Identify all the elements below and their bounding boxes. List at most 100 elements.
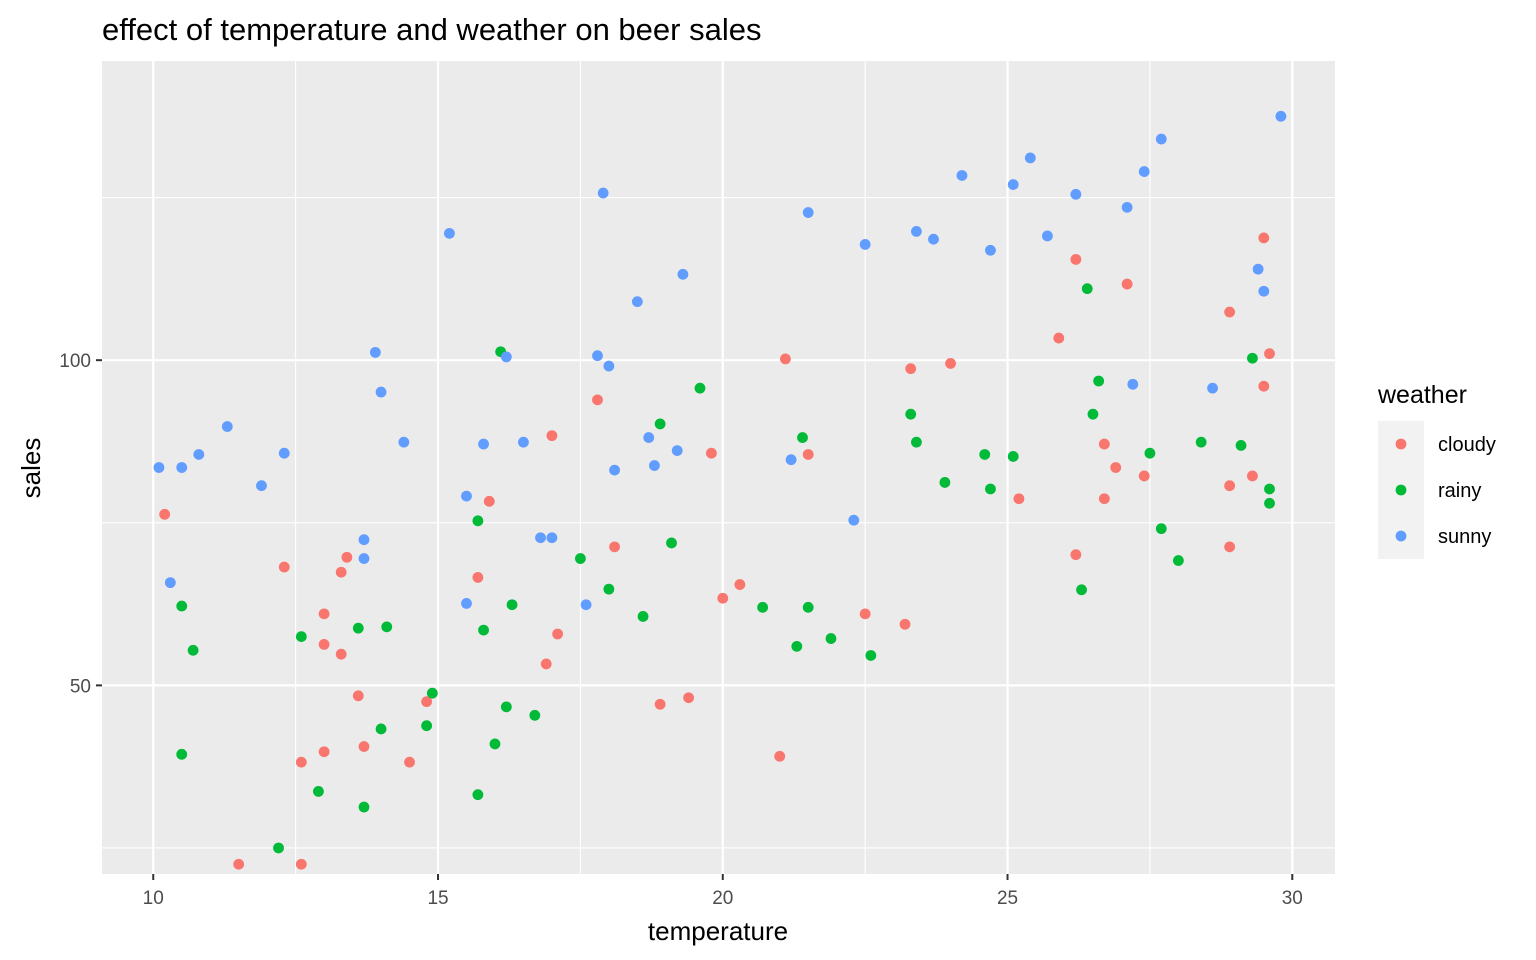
- minor-gridlines: [102, 61, 1335, 874]
- point-rainy: [472, 789, 484, 801]
- point-cloudy: [945, 358, 956, 369]
- point-sunny: [546, 532, 558, 544]
- point-cloudy: [1224, 306, 1236, 318]
- legend-title: weather: [1377, 381, 1467, 409]
- point-rainy: [654, 418, 666, 430]
- point-cloudy: [1110, 462, 1122, 473]
- point-sunny: [643, 432, 655, 443]
- point-cloudy: [654, 698, 666, 710]
- point-rainy: [1007, 451, 1019, 462]
- point-sunny: [597, 187, 609, 199]
- point-cloudy: [159, 508, 171, 520]
- legend-label-sunny: sunny: [1438, 526, 1491, 548]
- point-sunny: [535, 532, 546, 544]
- point-sunny: [603, 360, 615, 372]
- point-rainy: [1264, 483, 1275, 495]
- point-sunny: [358, 553, 370, 564]
- point-cloudy: [780, 353, 791, 365]
- point-cloudy: [1258, 232, 1270, 244]
- point-cloudy: [1138, 470, 1150, 482]
- point-sunny: [358, 534, 370, 546]
- point-cloudy: [1258, 380, 1270, 392]
- point-cloudy: [1264, 348, 1275, 360]
- point-rainy: [1093, 375, 1105, 387]
- point-sunny: [444, 227, 455, 239]
- point-sunny: [478, 438, 489, 450]
- point-rainy: [797, 432, 808, 443]
- point-rainy: [1172, 555, 1184, 566]
- point-sunny: [518, 436, 529, 448]
- point-sunny: [956, 170, 968, 181]
- point-rainy: [187, 644, 199, 656]
- legend-label-rainy: rainy: [1438, 480, 1481, 502]
- legend-keys: cloudy rainy sunny: [1378, 421, 1496, 559]
- point-sunny: [859, 239, 871, 250]
- point-cloudy: [1224, 541, 1236, 553]
- point-rainy: [273, 842, 284, 854]
- point-rainy: [939, 477, 951, 488]
- point-rainy: [529, 709, 541, 721]
- point-rainy: [905, 408, 917, 420]
- point-rainy: [358, 801, 370, 813]
- point-cloudy: [1013, 493, 1025, 505]
- point-cloudy: [774, 750, 786, 762]
- point-sunny: [164, 577, 176, 589]
- point-rainy: [1076, 584, 1087, 596]
- point-rainy: [666, 537, 677, 549]
- point-rainy: [500, 701, 512, 713]
- point-sunny: [461, 490, 472, 502]
- point-cloudy: [1053, 332, 1065, 344]
- point-rainy: [757, 601, 769, 613]
- point-sunny: [1024, 152, 1036, 164]
- point-cloudy: [859, 608, 871, 620]
- point-sunny: [500, 351, 512, 363]
- point-rainy: [1081, 283, 1093, 295]
- point-sunny: [677, 268, 689, 280]
- point-rainy: [1195, 436, 1207, 448]
- point-sunny: [153, 462, 165, 473]
- x-axis-title: temperature: [648, 916, 788, 946]
- point-sunny: [802, 207, 814, 218]
- point-sunny: [1252, 263, 1264, 275]
- point-rainy: [478, 624, 489, 636]
- point-cloudy: [592, 394, 603, 406]
- legend-swatch-rainy: [1395, 484, 1407, 496]
- point-cloudy: [552, 628, 564, 640]
- point-sunny: [911, 226, 922, 237]
- point-cloudy: [1070, 549, 1082, 561]
- point-rainy: [352, 622, 364, 634]
- point-cloudy: [609, 541, 620, 553]
- point-sunny: [256, 480, 267, 492]
- point-cloudy: [905, 363, 917, 375]
- point-sunny: [375, 386, 387, 398]
- point-cloudy: [734, 579, 746, 590]
- point-sunny: [649, 460, 660, 471]
- point-rainy: [603, 583, 615, 595]
- point-cloudy: [295, 756, 307, 768]
- x-tick-label: 30: [1282, 888, 1303, 909]
- point-rainy: [1247, 352, 1258, 364]
- point-cloudy: [1121, 278, 1133, 290]
- point-cloudy: [1224, 480, 1236, 492]
- point-cloudy: [717, 592, 729, 604]
- point-cloudy: [1098, 438, 1110, 450]
- data-points: [153, 110, 1287, 870]
- point-sunny: [928, 233, 939, 245]
- point-sunny: [1070, 188, 1082, 200]
- y-axis-ticks: 50 100: [59, 351, 102, 697]
- point-cloudy: [421, 696, 433, 708]
- point-cloudy: [546, 430, 558, 442]
- x-tick-label: 25: [997, 888, 1018, 909]
- point-cloudy: [318, 639, 330, 650]
- point-rainy: [1264, 497, 1275, 509]
- point-sunny: [369, 346, 381, 358]
- legend-swatch-cloudy: [1395, 438, 1407, 450]
- point-rainy: [176, 748, 188, 760]
- y-tick-label: 100: [59, 351, 91, 372]
- point-rainy: [865, 650, 877, 661]
- point-rainy: [176, 600, 188, 612]
- point-sunny: [848, 514, 860, 526]
- y-tick-label: 50: [70, 676, 91, 697]
- point-sunny: [592, 350, 603, 362]
- point-sunny: [671, 445, 683, 456]
